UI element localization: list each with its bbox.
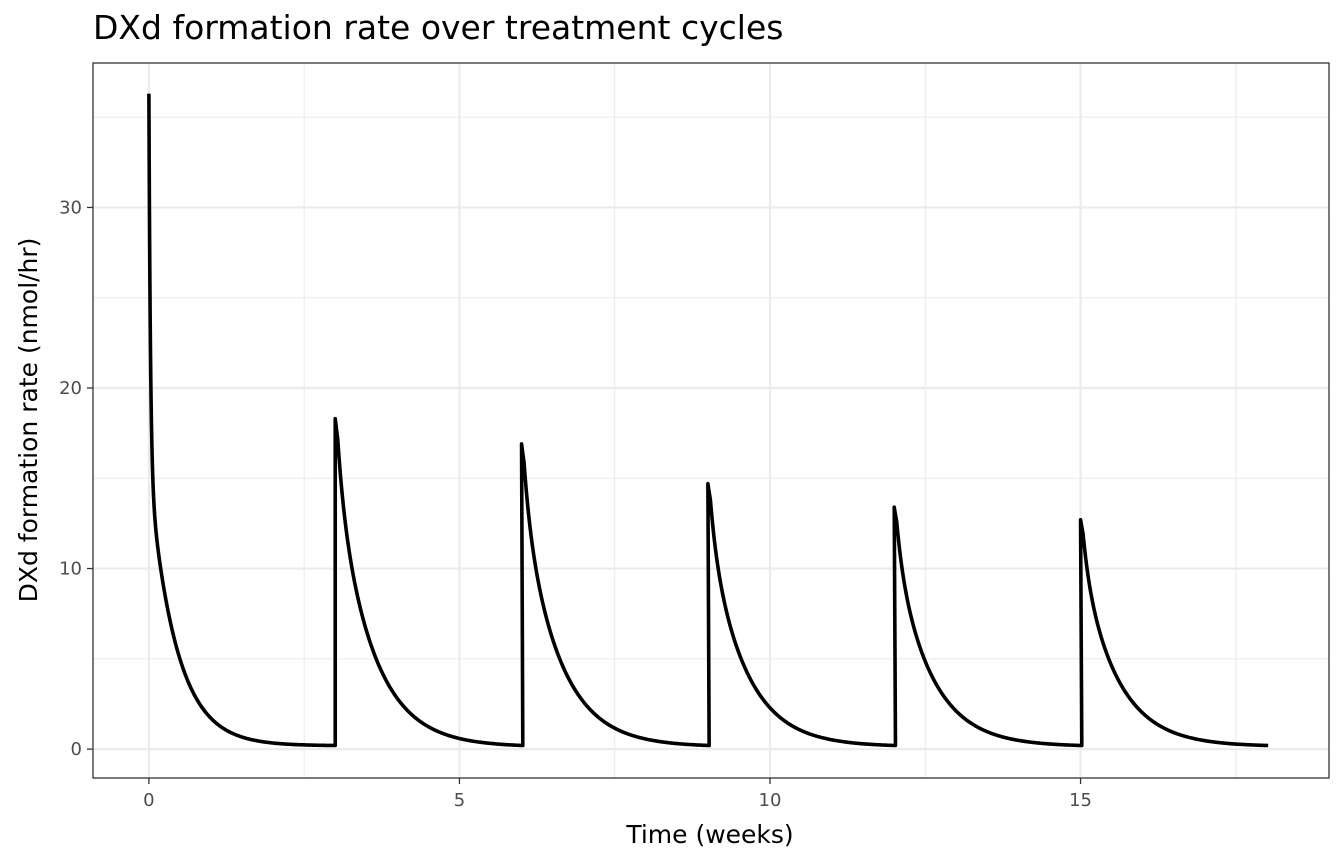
dxd-rate-line <box>147 93 1269 748</box>
y-axis: 0 10 20 30 <box>59 197 93 760</box>
y-tick-label: 20 <box>59 378 82 399</box>
y-tick-label: 0 <box>71 739 82 760</box>
x-tick-label: 0 <box>143 790 154 811</box>
minor-gridlines <box>93 63 1329 778</box>
x-tick-label: 15 <box>1069 790 1092 811</box>
chart-title: DXd formation rate over treatment cycles <box>93 8 784 47</box>
plot-border <box>92 62 1330 779</box>
x-tick-label: 10 <box>759 790 782 811</box>
y-tick-label: 30 <box>59 197 82 218</box>
x-axis: 0 5 10 15 <box>143 778 1092 811</box>
x-axis-title: Time (weeks) <box>625 820 793 849</box>
x-tick-label: 5 <box>454 790 465 811</box>
y-axis-title: DXd formation rate (nmol/hr) <box>14 238 43 603</box>
y-tick-label: 10 <box>59 559 82 580</box>
plot-background <box>93 63 1329 778</box>
